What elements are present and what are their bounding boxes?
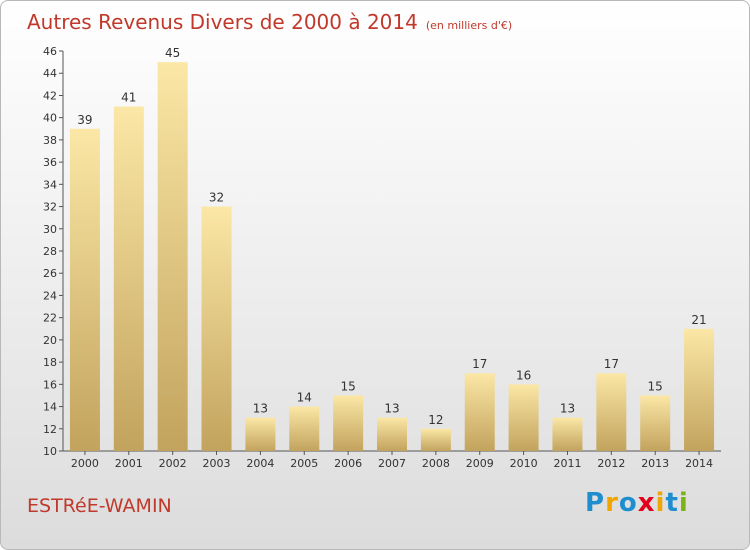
x-tick-label: 2012 (597, 457, 625, 470)
x-tick-label: 2002 (159, 457, 187, 470)
bar-value-label: 16 (516, 368, 531, 382)
bar (552, 417, 583, 451)
x-tick-label: 2000 (71, 457, 99, 470)
y-tick-label: 44 (43, 67, 57, 80)
x-tick-label: 2008 (422, 457, 450, 470)
x-tick-label: 2013 (641, 457, 669, 470)
bar-value-label: 32 (209, 191, 224, 205)
logo-letter: o (618, 488, 638, 518)
x-tick-label: 2006 (334, 457, 362, 470)
y-tick-label: 36 (43, 156, 57, 169)
x-tick-label: 2010 (510, 457, 538, 470)
y-tick-label: 12 (43, 423, 57, 436)
logo-letter: x (637, 488, 656, 518)
bar-value-label: 45 (165, 46, 180, 60)
bar-value-label: 21 (691, 313, 706, 327)
bar-value-label: 13 (560, 402, 575, 416)
y-tick-label: 26 (43, 267, 57, 280)
y-tick-label: 30 (43, 223, 57, 236)
x-tick-label: 2009 (466, 457, 494, 470)
bar (640, 395, 671, 451)
bar (684, 328, 715, 451)
y-tick-label: 24 (43, 289, 57, 302)
y-tick-label: 14 (43, 401, 57, 414)
proxiti-logo[interactable]: Proxiti (585, 488, 689, 518)
x-tick-label: 2014 (685, 457, 713, 470)
bar (508, 384, 539, 451)
bar (420, 428, 451, 451)
y-tick-label: 34 (43, 178, 57, 191)
bar (245, 417, 276, 451)
x-tick-label: 2003 (203, 457, 231, 470)
bar-value-label: 15 (340, 379, 355, 393)
logo-letter: t (665, 488, 679, 518)
y-tick-label: 28 (43, 245, 57, 258)
bar-value-label: 39 (77, 113, 92, 127)
logo-letter: P (585, 488, 606, 518)
location-name: ESTRéE-WAMIN (27, 495, 172, 517)
x-tick-label: 2001 (115, 457, 143, 470)
bar (113, 106, 144, 452)
x-tick-label: 2011 (553, 457, 581, 470)
bar-value-label: 17 (604, 357, 619, 371)
bar (377, 417, 407, 451)
bar (333, 395, 364, 451)
y-tick-label: 10 (43, 445, 57, 458)
bar-value-label: 12 (428, 413, 443, 427)
chart-title: Autres Revenus Divers de 2000 à 2014 (en … (27, 10, 512, 34)
bar-value-label: 15 (648, 379, 663, 393)
bar-value-label: 14 (297, 391, 312, 405)
x-tick-label: 2005 (290, 457, 318, 470)
y-tick-label: 42 (43, 89, 57, 102)
y-tick-label: 32 (43, 201, 57, 214)
y-tick-label: 20 (43, 334, 57, 347)
bar (289, 406, 320, 451)
title-unit: (en milliers d'€) (425, 19, 513, 32)
bar (157, 62, 188, 451)
y-tick-label: 18 (43, 356, 57, 369)
logo-letter: i (678, 488, 689, 518)
bar (69, 128, 100, 451)
bar-value-label: 13 (253, 402, 268, 416)
bar-value-label: 17 (472, 357, 487, 371)
y-tick-label: 40 (43, 112, 57, 125)
bar-value-label: 41 (121, 91, 136, 105)
bar-value-label: 13 (384, 402, 399, 416)
logo-letter: r (605, 488, 619, 518)
title-main: Autres Revenus Divers de 2000 à 2014 (27, 10, 418, 34)
y-tick-label: 46 (43, 45, 57, 58)
bar (464, 373, 495, 451)
x-tick-label: 2004 (246, 457, 274, 470)
logo-letter: i (655, 488, 666, 518)
x-tick-label: 2007 (378, 457, 406, 470)
y-tick-label: 22 (43, 312, 57, 325)
bar (201, 206, 232, 451)
y-tick-label: 38 (43, 134, 57, 147)
y-tick-label: 16 (43, 378, 57, 391)
bar (596, 373, 627, 451)
